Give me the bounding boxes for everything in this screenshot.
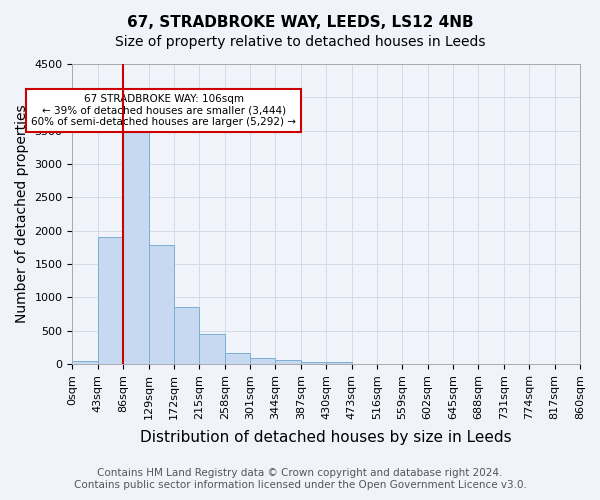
Bar <box>326 362 352 364</box>
Text: Size of property relative to detached houses in Leeds: Size of property relative to detached ho… <box>115 35 485 49</box>
Y-axis label: Number of detached properties: Number of detached properties <box>15 104 29 324</box>
Bar <box>123 130 149 364</box>
Bar <box>199 334 224 364</box>
Bar <box>224 354 250 364</box>
Text: 67, STRADBROKE WAY, LEEDS, LS12 4NB: 67, STRADBROKE WAY, LEEDS, LS12 4NB <box>127 15 473 30</box>
X-axis label: Distribution of detached houses by size in Leeds: Distribution of detached houses by size … <box>140 430 512 445</box>
Text: Contains HM Land Registry data © Crown copyright and database right 2024.
Contai: Contains HM Land Registry data © Crown c… <box>74 468 526 490</box>
Bar <box>250 358 275 364</box>
Bar <box>174 308 199 364</box>
Bar <box>301 362 326 364</box>
Bar <box>275 360 301 364</box>
Bar <box>98 238 123 364</box>
Text: 67 STRADBROKE WAY: 106sqm
← 39% of detached houses are smaller (3,444)
60% of se: 67 STRADBROKE WAY: 106sqm ← 39% of detac… <box>31 94 296 127</box>
Bar <box>149 246 174 364</box>
Bar <box>73 360 98 364</box>
